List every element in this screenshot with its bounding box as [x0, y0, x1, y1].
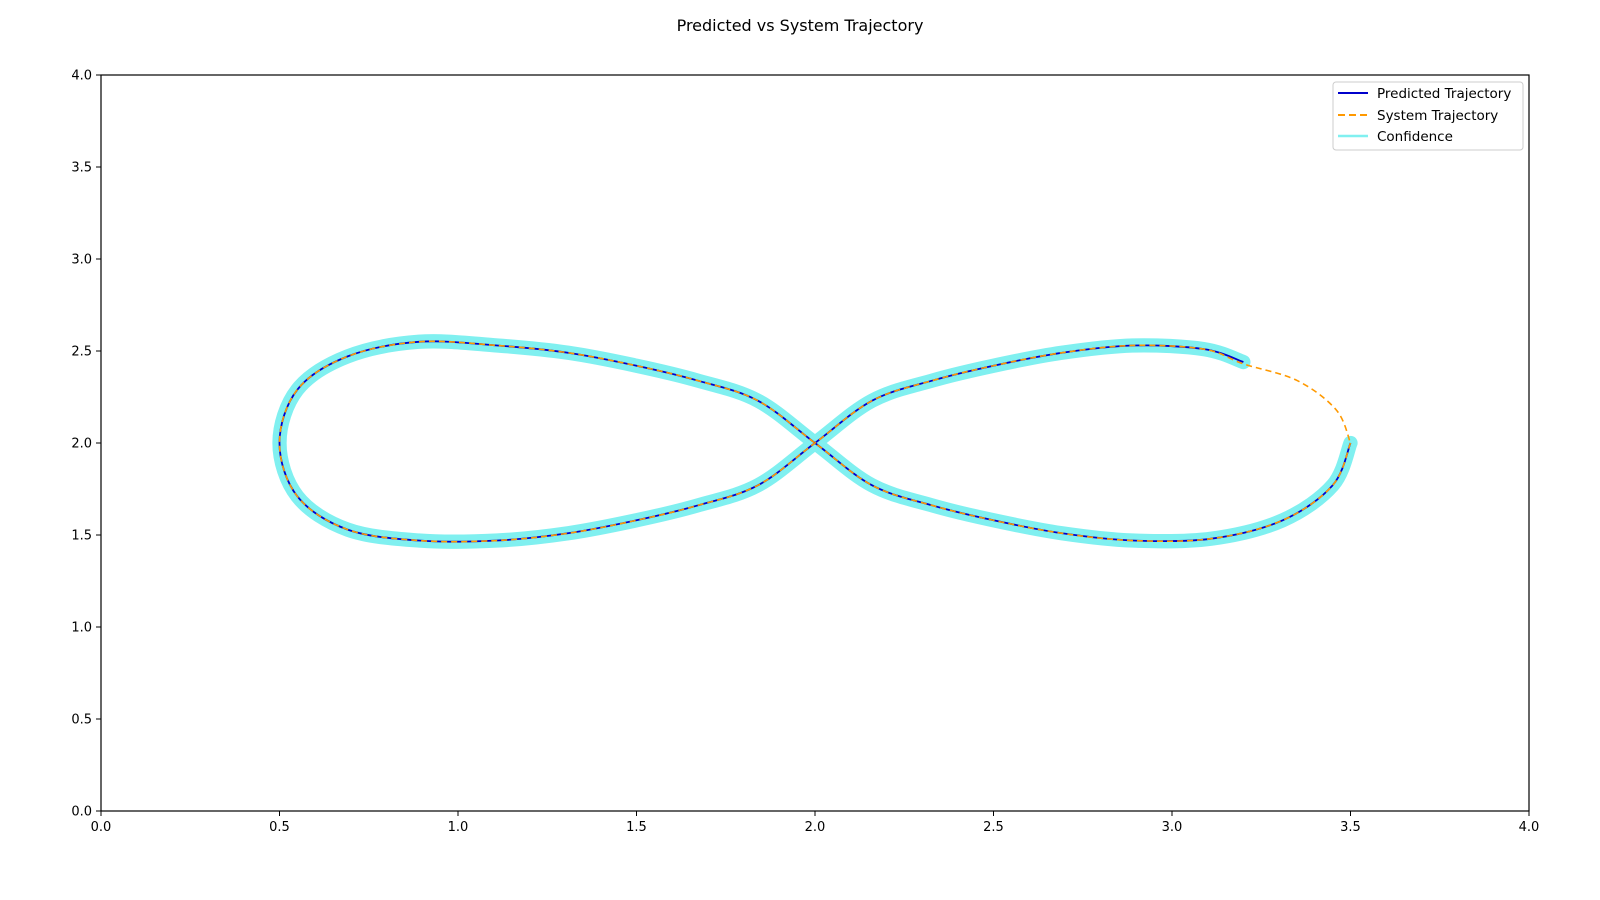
legend-label-confidence: Confidence	[1377, 129, 1453, 145]
x-tick-label: 3.0	[1162, 820, 1183, 835]
plot-area	[100, 74, 1530, 812]
chart-legend: Predicted Trajectory System Trajectory C…	[1332, 81, 1524, 151]
series-layer	[278, 340, 1352, 543]
legend-entry-predicted: Predicted Trajectory	[1338, 86, 1511, 102]
chart-title: Predicted vs System Trajectory	[677, 16, 924, 35]
y-tick-label: 3.5	[71, 161, 92, 176]
legend-entry-confidence: Confidence	[1338, 129, 1453, 145]
system-trajectory-line	[278, 340, 1352, 543]
x-tick-label: 4.0	[1519, 820, 1540, 835]
y-tick-label: 2.5	[71, 345, 92, 360]
y-tick-label: 1.0	[71, 621, 92, 636]
y-tick-label: 0.0	[71, 805, 92, 820]
y-tick-label: 2.0	[71, 437, 92, 452]
x-axis: 0.0 0.5 1.0 1.5 2.0 2.5 3.0 3.5 4.0	[91, 811, 1540, 835]
x-tick-label: 0.0	[91, 820, 112, 835]
x-tick-label: 0.5	[269, 820, 290, 835]
y-tick-label: 0.5	[71, 713, 92, 728]
x-tick-label: 3.5	[1340, 820, 1361, 835]
x-tick-label: 2.0	[805, 820, 826, 835]
x-tick-label: 2.5	[983, 820, 1004, 835]
y-tick-label: 1.5	[71, 529, 92, 544]
legend-label-predicted: Predicted Trajectory	[1377, 86, 1511, 102]
legend-label-system: System Trajectory	[1377, 108, 1498, 124]
y-tick-label: 4.0	[71, 69, 92, 84]
y-tick-label: 3.0	[71, 253, 92, 268]
x-tick-label: 1.5	[626, 820, 647, 835]
legend-box	[1332, 81, 1524, 151]
x-tick-label: 1.0	[448, 820, 469, 835]
legend-entry-system: System Trajectory	[1338, 108, 1498, 124]
y-axis: 0.0 0.5 1.0 1.5 2.0 2.5 3.0 3.5 4.0	[71, 69, 101, 820]
